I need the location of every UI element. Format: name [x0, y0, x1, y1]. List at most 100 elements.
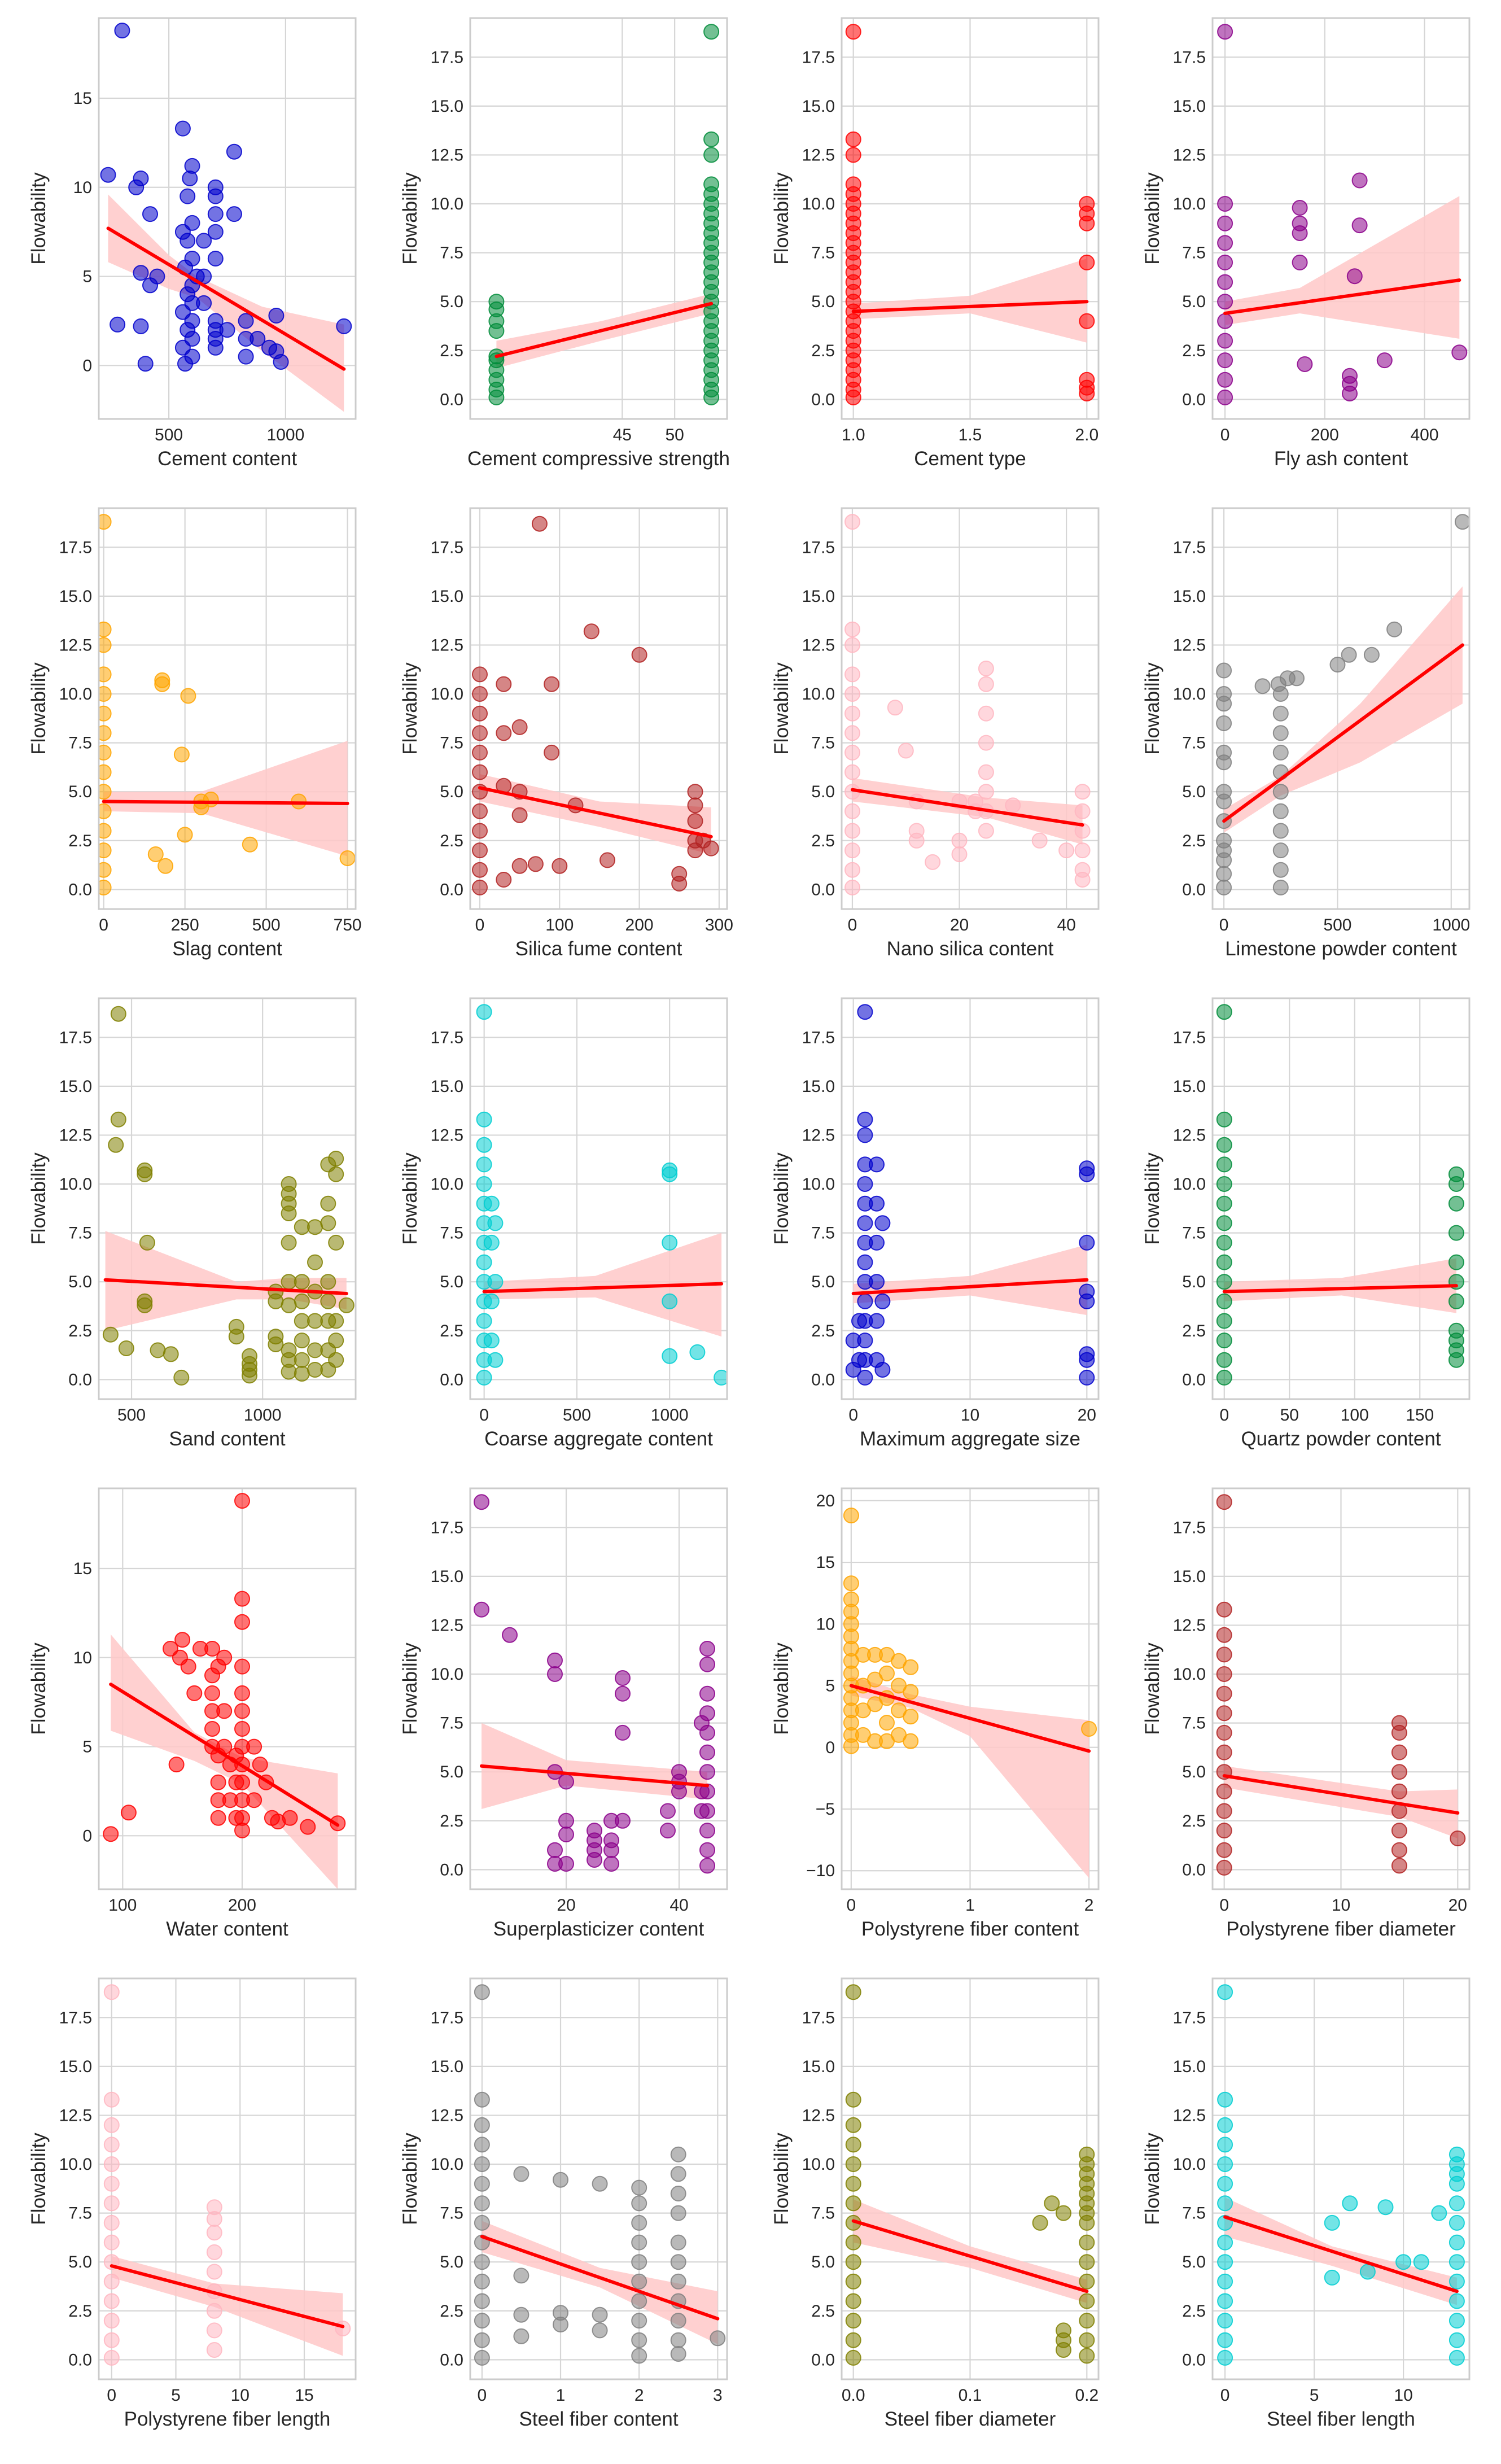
y-tick-label: 0	[82, 1827, 92, 1845]
data-point	[474, 1984, 490, 2000]
data-point	[99, 842, 112, 859]
data-point	[99, 744, 112, 761]
data-point	[114, 23, 130, 39]
y-tick-label: 0.0	[811, 880, 835, 899]
data-point	[951, 846, 968, 862]
x-tick-label: 1	[965, 1896, 975, 1915]
x-tick-label: 0	[848, 1406, 858, 1425]
data-point	[472, 879, 488, 895]
data-point	[207, 251, 224, 267]
x-tick-label: 40	[1057, 916, 1075, 934]
data-point	[1449, 2214, 1465, 2231]
data-point	[103, 2175, 120, 2192]
panel-14: 20 40 0.0 2.5 5.0 7.5 10.0 12.5 15.0 17.5 Superpla…	[399, 1487, 728, 1940]
data-point	[1217, 2293, 1233, 2309]
data-point	[615, 1812, 631, 1829]
data-point	[1386, 621, 1403, 637]
data-point	[180, 1658, 196, 1675]
data-point	[1217, 2137, 1233, 2153]
data-point	[670, 2186, 686, 2201]
data-point	[1272, 725, 1289, 741]
data-point	[472, 744, 488, 761]
y-tick-label: 5.0	[1182, 1763, 1206, 1781]
data-point	[207, 339, 224, 356]
y-tick-label: 7.5	[440, 244, 463, 263]
plot-area	[1213, 1978, 1469, 2379]
panel-8: 0 500 1000 0.0 2.5 5.0 7.5 10.0 12.5 15.0 17.5 Lime…	[1141, 507, 1471, 960]
y-tick-label: 10.0	[59, 2155, 92, 2174]
data-point	[1217, 196, 1233, 212]
data-point	[699, 1858, 715, 1874]
y-tick-label: 0.0	[440, 1370, 463, 1389]
data-point	[168, 1757, 185, 1773]
data-point	[1216, 1111, 1232, 1128]
data-point	[699, 1823, 715, 1839]
data-point	[294, 1352, 310, 1368]
x-axis-label: Cement content	[157, 448, 297, 470]
data-point	[196, 233, 212, 249]
data-point	[845, 2349, 861, 2366]
x-axis-label: Steel fiber diameter	[885, 2408, 1056, 2430]
data-point	[142, 206, 158, 222]
data-point	[99, 514, 112, 530]
y-tick-label: 5.0	[1182, 1273, 1206, 1291]
data-point	[670, 2254, 686, 2270]
data-point	[476, 1111, 492, 1128]
y-tick-label: 5.0	[68, 2253, 92, 2271]
data-point	[1217, 352, 1233, 369]
data-point	[496, 872, 512, 888]
data-point	[307, 1313, 323, 1329]
data-point	[307, 1342, 323, 1358]
panel-7: 0 20 40 0.0 2.5 5.0 7.5 10.0 12.5 15.0 17.5 Nano si…	[771, 507, 1100, 960]
data-point	[660, 1823, 676, 1839]
data-point	[662, 1293, 678, 1309]
y-tick-label: 2.5	[811, 1322, 835, 1340]
regression-line	[480, 1764, 709, 1788]
y-tick-label: 5.0	[1182, 2253, 1206, 2271]
data-point	[173, 1369, 190, 1386]
data-point	[843, 1738, 859, 1754]
data-point	[110, 316, 126, 333]
confidence-band	[1224, 586, 1463, 833]
panel-11: 0 10 20 0.0 2.5 5.0 7.5 10.0 12.5 15.0 17.5 Maximum…	[771, 997, 1100, 1450]
y-tick-label: 7.5	[68, 734, 92, 753]
data-point	[1216, 1352, 1232, 1368]
data-point	[687, 784, 703, 800]
data-point	[1289, 670, 1305, 687]
data-point	[1391, 1724, 1407, 1741]
data-point	[476, 1369, 492, 1386]
data-point	[547, 1666, 563, 1682]
data-point	[99, 686, 112, 702]
y-tick-label: 2.5	[440, 1322, 463, 1340]
y-tick-label: 0.0	[1182, 1860, 1206, 1879]
data-point	[1216, 715, 1232, 731]
x-tick-label: 2	[634, 2386, 644, 2405]
data-point	[1377, 2199, 1394, 2216]
regression-line	[109, 1683, 340, 1827]
y-tick-label: 17.5	[431, 2008, 463, 2027]
y-tick-label: 10.0	[1173, 1665, 1206, 1684]
y-tick-label: 0.0	[440, 880, 463, 899]
y-tick-label: 7.5	[811, 1224, 835, 1243]
data-point	[670, 2205, 686, 2221]
data-point	[137, 1166, 153, 1182]
data-point	[925, 854, 941, 870]
regression-line	[851, 1278, 1089, 1295]
data-point	[1031, 832, 1048, 849]
x-axis-label: Polystyrene fiber content	[861, 1918, 1079, 1940]
data-point	[603, 1856, 619, 1872]
data-point	[1292, 200, 1308, 216]
data-point	[1079, 313, 1095, 329]
regression-line	[110, 2264, 345, 2328]
x-tick-label: 0.0	[842, 2386, 865, 2405]
data-point	[320, 1195, 336, 1212]
data-point	[118, 1340, 134, 1356]
data-point	[157, 858, 174, 874]
data-point	[268, 1293, 284, 1309]
confidence-band	[105, 1231, 347, 1331]
y-tick-label: 0.0	[1182, 2351, 1206, 2369]
data-point	[294, 1313, 310, 1329]
data-point	[1217, 215, 1233, 231]
data-point	[142, 277, 158, 294]
data-point	[1216, 866, 1232, 882]
